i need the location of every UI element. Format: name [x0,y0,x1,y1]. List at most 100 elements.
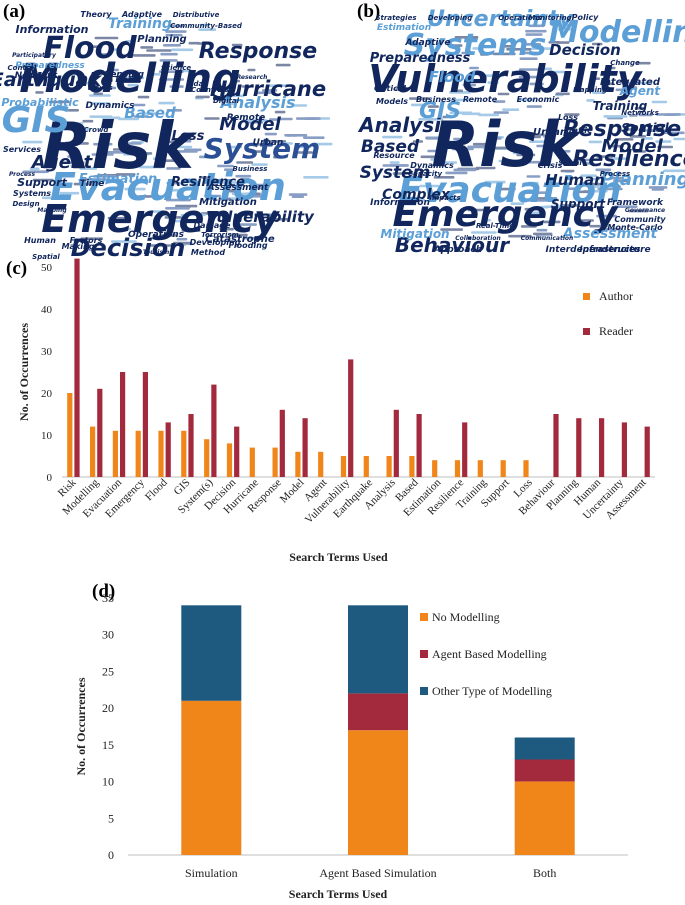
d-xtick-label-simulation: Simulation [185,866,238,880]
filler-word-mark [22,170,47,174]
cloud-word-evacuation: Evacuation [398,170,622,211]
filler-word-mark [442,123,451,127]
filler-word-mark [111,240,137,243]
cloud-word-terrorism: Terrorism [201,231,239,239]
cloud-word-damage: Damage [194,221,232,230]
cloud-word-catastrophe: Catastrophe [205,234,274,245]
filler-word-mark [158,101,175,105]
d-ylabel: No. of Occurrences [74,677,88,775]
cloud-word-resilience: Resilience [572,147,685,172]
cloud-word-response: Response [563,117,681,142]
cloud-word-urban: Urban [253,138,284,148]
c-bar-reader-human [599,418,605,477]
cloud-word-operations: Operations [128,230,185,240]
filler-word-mark [529,82,544,86]
filler-word-mark [462,83,477,87]
filler-word-mark [148,244,172,247]
filler-word-mark [164,140,181,144]
cloud-word-gis: GIS [419,99,461,124]
cloud-word-systems: Systems [404,28,547,63]
d-bar-other-type-of-modelling-simulation [181,605,242,701]
cloud-word-complex: Complex [382,187,451,203]
filler-word-mark [419,184,440,188]
filler-word-mark [622,86,638,89]
d-xtick-label-agent-based-simulation: Agent Based Simulation [319,866,436,880]
filler-word-mark [531,133,545,137]
cloud-word-resource: Resource [373,151,415,160]
filler-word-mark [481,218,491,222]
filler-word-mark [493,111,509,114]
filler-word-mark [430,158,444,161]
c-bar-author-vulnerability [340,456,347,477]
c-bar-author-estimation [432,460,438,477]
cloud-word-business: Business [416,95,456,104]
filler-word-mark [512,151,522,155]
filler-word-mark [506,48,532,51]
c-ytick-label: 30 [41,346,53,358]
filler-word-mark [283,142,293,145]
c-bar-reader-uncertainty [621,422,627,477]
c-bar-author-model [295,451,301,477]
cloud-word-human: Human [545,171,605,189]
filler-word-mark [243,119,268,122]
filler-word-mark [469,66,479,70]
filler-word-mark [264,132,277,136]
c-bar-author-risk [67,393,73,477]
cloud-word-urban: Urban [533,127,567,138]
filler-word-mark [629,114,638,117]
c-bar-reader-risk [74,258,80,477]
filler-word-mark [255,91,272,95]
filler-word-mark [230,79,240,83]
d-bar-other-type-of-modelling-both [514,737,575,760]
cloud-word-business: Business [233,165,268,173]
cloud-word-spatial: Spatial [32,253,60,261]
cloud-word-time: Time [80,179,105,189]
filler-word-mark [133,103,146,107]
filler-word-mark [541,220,561,224]
filler-word-mark [559,23,570,27]
filler-word-mark [94,36,119,40]
filler-word-mark [673,137,685,141]
c-bar-author-decision [226,443,233,477]
cloud-word-remote: Remote [463,95,498,104]
filler-word-mark [237,195,263,198]
cloud-word-mitigation: Mitigation [380,227,449,241]
filler-word-mark [152,157,162,160]
cloud-word-monte-carlo: Monte-Carlo [607,223,663,232]
cloud-word-traffic: Traffic [114,75,142,84]
filler-word-mark [596,155,614,158]
filler-word-mark [35,91,44,94]
cloud-word-hurricane: Hurricane [210,77,326,101]
filler-word-mark [648,186,668,189]
filler-word-mark [165,30,187,33]
filler-word-mark [122,76,145,80]
filler-word-mark [304,117,317,120]
filler-word-mark [185,213,206,217]
filler-word-mark [528,211,546,215]
filler-word-mark [528,24,545,28]
cloud-word-preparedness: Preparedness [15,61,85,71]
filler-word-mark [156,159,176,162]
filler-word-mark [286,134,298,137]
filler-word-mark [519,57,538,60]
d-legend-label-no-modelling: No Modelling [432,610,500,624]
cloud-word-information: Information [16,23,89,36]
filler-word-mark [166,181,181,185]
cloud-word-emergency: Emergency [393,194,619,235]
cloud-word-process: Process [600,170,630,178]
filler-word-mark [467,145,484,149]
panel-label-d: (d) [92,581,116,602]
filler-word-mark [596,214,617,218]
d-legend-swatch-no-modelling [420,613,428,621]
filler-word-mark [231,192,255,196]
filler-word-mark [107,151,124,154]
cloud-word-real-time: Real-Time [476,222,514,230]
filler-word-mark [127,142,142,145]
filler-word-mark [524,207,542,211]
filler-word-mark [146,49,172,52]
cloud-word-infrastructure: Infrastructure [579,245,650,255]
filler-word-mark [226,102,235,106]
cloud-word-support: Support [17,176,67,189]
cloud-word-evacuation: Evacuation [50,165,286,209]
filler-word-mark [163,44,181,47]
